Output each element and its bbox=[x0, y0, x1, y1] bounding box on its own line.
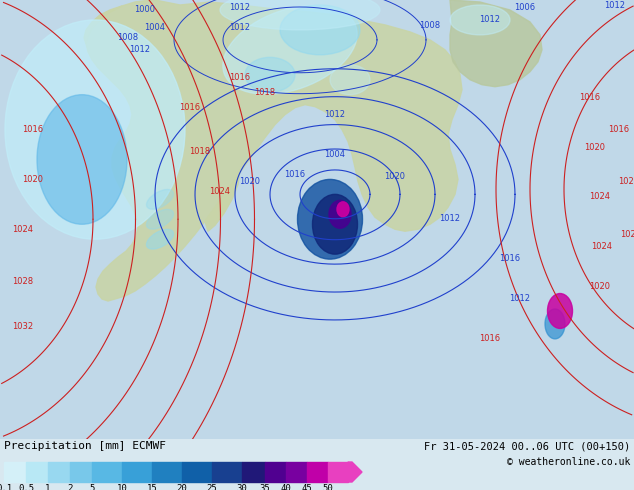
Text: Fr 31-05-2024 00..06 UTC (00+150): Fr 31-05-2024 00..06 UTC (00+150) bbox=[424, 441, 630, 451]
Ellipse shape bbox=[329, 200, 351, 228]
Ellipse shape bbox=[37, 95, 127, 224]
Text: 1012: 1012 bbox=[325, 110, 346, 119]
Text: 1024: 1024 bbox=[620, 230, 634, 239]
Polygon shape bbox=[86, 0, 462, 301]
Text: 1020: 1020 bbox=[384, 172, 406, 181]
Ellipse shape bbox=[220, 0, 380, 30]
Bar bbox=[242, 462, 265, 482]
Bar bbox=[286, 462, 307, 482]
Text: 1006: 1006 bbox=[514, 3, 535, 12]
Ellipse shape bbox=[450, 5, 510, 35]
Ellipse shape bbox=[297, 179, 363, 259]
Text: 1016: 1016 bbox=[179, 102, 200, 112]
Text: 1012: 1012 bbox=[439, 214, 460, 223]
Text: 40: 40 bbox=[281, 484, 292, 490]
Ellipse shape bbox=[545, 309, 565, 339]
Text: 1020: 1020 bbox=[585, 143, 605, 151]
Bar bbox=[122, 462, 152, 482]
Text: 25: 25 bbox=[207, 484, 217, 490]
Ellipse shape bbox=[146, 190, 174, 209]
Text: 1: 1 bbox=[45, 484, 51, 490]
Text: 1016: 1016 bbox=[230, 73, 250, 82]
Text: 20: 20 bbox=[177, 484, 188, 490]
Text: 1024: 1024 bbox=[590, 193, 611, 201]
Ellipse shape bbox=[245, 57, 295, 92]
Text: 1016: 1016 bbox=[479, 334, 501, 343]
Text: 45: 45 bbox=[302, 484, 313, 490]
Text: 1016: 1016 bbox=[285, 170, 306, 179]
Bar bbox=[92, 462, 122, 482]
Ellipse shape bbox=[5, 20, 185, 239]
Text: 1020: 1020 bbox=[22, 175, 43, 184]
Text: 1028: 1028 bbox=[12, 276, 33, 286]
Text: 1012: 1012 bbox=[230, 3, 250, 12]
Text: 1012: 1012 bbox=[479, 15, 500, 24]
Text: 1012: 1012 bbox=[604, 1, 626, 10]
Text: 1024: 1024 bbox=[12, 225, 33, 234]
Ellipse shape bbox=[146, 209, 174, 229]
Text: © weatheronline.co.uk: © weatheronline.co.uk bbox=[507, 457, 630, 467]
Text: 15: 15 bbox=[146, 484, 157, 490]
Text: 5: 5 bbox=[89, 484, 94, 490]
Text: 30: 30 bbox=[236, 484, 247, 490]
Text: Precipitation [mm] ECMWF: Precipitation [mm] ECMWF bbox=[4, 441, 166, 451]
Text: 1016: 1016 bbox=[500, 254, 521, 263]
Text: 35: 35 bbox=[260, 484, 270, 490]
Text: 50: 50 bbox=[323, 484, 333, 490]
Ellipse shape bbox=[223, 5, 357, 94]
Text: 1012: 1012 bbox=[129, 45, 150, 54]
Text: 1012: 1012 bbox=[510, 294, 531, 303]
Text: 1000: 1000 bbox=[134, 5, 155, 14]
Text: 1020: 1020 bbox=[618, 177, 634, 186]
FancyArrow shape bbox=[348, 462, 362, 482]
Bar bbox=[182, 462, 212, 482]
Text: 1008: 1008 bbox=[420, 21, 441, 30]
Text: 1016: 1016 bbox=[608, 125, 629, 134]
Text: 1004: 1004 bbox=[325, 150, 346, 159]
Text: 1020: 1020 bbox=[590, 282, 611, 291]
Text: 1004: 1004 bbox=[145, 23, 165, 32]
Text: 1012: 1012 bbox=[230, 23, 250, 32]
Ellipse shape bbox=[337, 202, 349, 217]
Bar bbox=[328, 462, 348, 482]
Ellipse shape bbox=[280, 5, 360, 55]
Text: 1016: 1016 bbox=[22, 125, 43, 134]
Text: 1024: 1024 bbox=[209, 187, 231, 196]
Text: 1032: 1032 bbox=[12, 322, 33, 331]
Polygon shape bbox=[84, 6, 122, 44]
Text: 1018: 1018 bbox=[254, 88, 276, 97]
Bar bbox=[265, 462, 286, 482]
Text: 1016: 1016 bbox=[579, 93, 600, 101]
Polygon shape bbox=[205, 170, 240, 231]
Text: 10: 10 bbox=[117, 484, 127, 490]
Bar bbox=[70, 462, 92, 482]
Bar bbox=[48, 462, 70, 482]
Bar bbox=[212, 462, 242, 482]
Ellipse shape bbox=[313, 195, 358, 254]
Bar bbox=[307, 462, 328, 482]
Text: 1018: 1018 bbox=[190, 147, 210, 156]
Text: 0.1: 0.1 bbox=[0, 484, 12, 490]
Text: 1008: 1008 bbox=[117, 33, 139, 42]
Bar bbox=[152, 462, 182, 482]
Text: 1024: 1024 bbox=[592, 242, 612, 251]
Text: 1020: 1020 bbox=[240, 177, 261, 186]
Bar bbox=[26, 462, 48, 482]
Ellipse shape bbox=[146, 229, 174, 249]
Bar bbox=[4, 462, 26, 482]
Ellipse shape bbox=[548, 294, 573, 328]
Polygon shape bbox=[450, 0, 542, 87]
Ellipse shape bbox=[330, 65, 370, 95]
Text: 0.5: 0.5 bbox=[18, 484, 34, 490]
Text: 2: 2 bbox=[67, 484, 73, 490]
